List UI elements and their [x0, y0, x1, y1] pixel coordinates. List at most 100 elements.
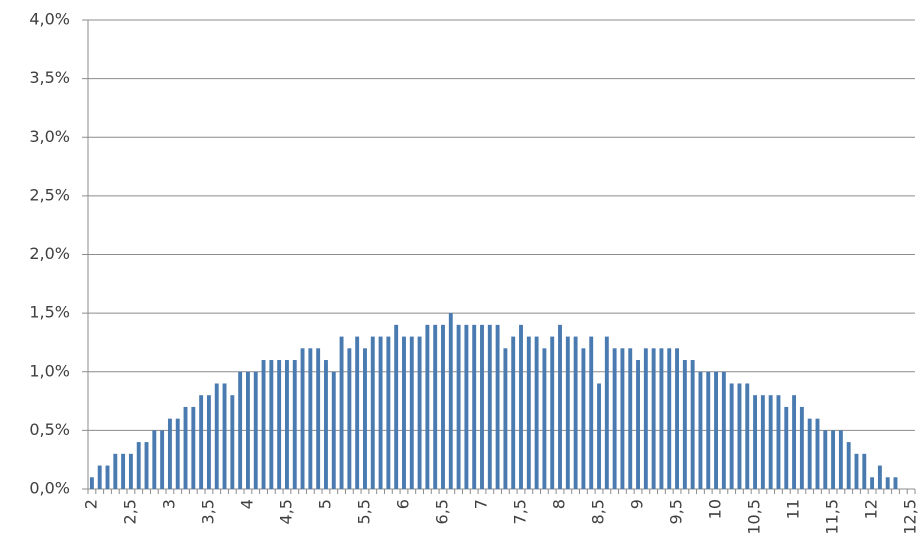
bar	[565, 336, 570, 489]
bar	[300, 348, 305, 489]
y-tick-label: 1,0%	[29, 361, 70, 380]
bar	[597, 383, 601, 489]
bar	[885, 477, 890, 489]
x-tick-label: 5	[315, 499, 334, 509]
bar	[292, 360, 297, 489]
bar	[417, 336, 422, 489]
bar	[370, 336, 375, 489]
y-tick-label: 2,5%	[29, 185, 70, 204]
bar	[643, 348, 648, 489]
bar	[191, 406, 196, 489]
bar	[854, 453, 859, 489]
bar	[355, 336, 360, 489]
bar	[753, 395, 758, 489]
bar	[339, 336, 344, 489]
bar	[667, 348, 672, 489]
x-tick-label: 10	[706, 499, 725, 519]
bar	[519, 324, 523, 489]
x-tick-label: 7	[471, 499, 490, 509]
bar	[760, 395, 765, 489]
x-tick-label: 5,5	[354, 499, 373, 524]
bar	[160, 430, 165, 489]
bar	[230, 395, 235, 489]
bar	[815, 418, 820, 489]
bar	[792, 395, 797, 489]
bar	[682, 360, 687, 489]
x-tick-label: 11,5	[823, 499, 842, 535]
bar	[636, 360, 640, 489]
bar	[589, 336, 594, 489]
x-tick-label: 12,5	[901, 499, 920, 535]
x-tick-label: 7,5	[511, 499, 530, 524]
y-tick-label: 1,5%	[29, 303, 70, 322]
bar	[284, 360, 289, 489]
bar	[448, 313, 453, 489]
bar	[581, 348, 586, 489]
bar	[363, 348, 367, 489]
x-tick-label: 6,5	[432, 499, 451, 524]
x-tick-label: 4,5	[276, 499, 295, 524]
bar	[409, 336, 414, 489]
bar	[706, 371, 711, 489]
y-tick-label: 0,5%	[29, 420, 70, 439]
bar	[441, 324, 445, 489]
bar	[534, 336, 539, 489]
bar	[558, 324, 562, 489]
bar	[378, 336, 383, 489]
bar	[206, 395, 211, 489]
bar	[105, 465, 110, 489]
bar	[776, 395, 781, 489]
x-tick-label: 6	[393, 499, 412, 509]
bar	[862, 453, 867, 489]
bar	[253, 371, 258, 489]
bar	[799, 406, 804, 489]
x-tick-label: 11	[784, 499, 803, 519]
bar	[503, 348, 508, 489]
bar	[604, 336, 609, 489]
bar	[721, 371, 726, 489]
bar	[495, 324, 500, 489]
bar	[199, 395, 204, 489]
bar	[612, 348, 617, 489]
bar	[136, 442, 141, 489]
bar	[651, 348, 656, 489]
x-tick-label: 3	[159, 499, 178, 509]
bar	[838, 430, 843, 489]
bar	[714, 371, 719, 489]
bar	[480, 324, 484, 489]
bar	[846, 442, 851, 489]
bar	[331, 371, 336, 489]
bar	[128, 453, 133, 489]
y-tick-label: 2,0%	[29, 244, 70, 263]
bar	[877, 465, 882, 489]
x-tick-label: 8	[550, 499, 569, 509]
bar	[620, 348, 625, 489]
bar	[214, 383, 219, 489]
bar	[238, 371, 243, 489]
x-tick-label: 2	[81, 499, 100, 509]
bar	[659, 348, 664, 489]
bar	[113, 453, 118, 489]
bar	[807, 418, 812, 489]
bar	[823, 430, 828, 489]
bar	[675, 348, 679, 489]
bar	[425, 324, 430, 489]
bar	[768, 395, 773, 489]
bar	[167, 418, 172, 489]
bar	[487, 324, 492, 489]
bar	[97, 465, 102, 489]
bar	[269, 360, 274, 489]
bar	[222, 383, 227, 489]
x-tick-label: 3,5	[198, 499, 217, 524]
bar	[729, 383, 734, 489]
bar	[893, 477, 898, 489]
bar	[152, 430, 157, 489]
bar	[784, 406, 789, 489]
bar	[472, 324, 477, 489]
x-tick-label: 8,5	[589, 499, 608, 524]
bar	[870, 477, 875, 489]
bar	[464, 324, 469, 489]
bar	[698, 371, 703, 489]
bar	[277, 360, 282, 489]
